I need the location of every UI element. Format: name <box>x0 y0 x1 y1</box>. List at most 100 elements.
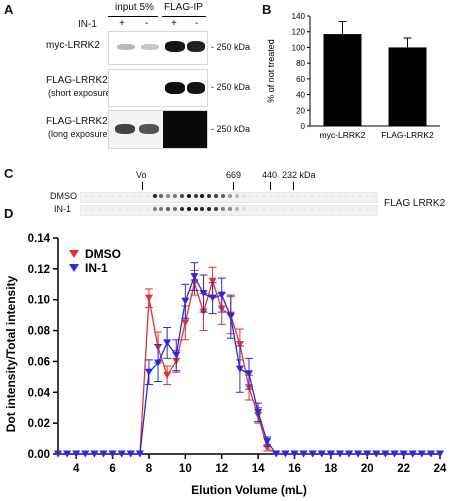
treat-sign-4: - <box>195 18 199 29</box>
blot-dot <box>268 207 273 211</box>
blot-dot <box>351 207 356 211</box>
data-point <box>108 450 117 458</box>
band <box>117 44 135 50</box>
x-tick-label: FLAG-LRRK2 <box>381 130 434 140</box>
blot-dot <box>275 207 280 211</box>
blot-dot <box>97 194 102 198</box>
y-tick-label: 0 <box>301 122 306 131</box>
blot-dot <box>358 207 362 211</box>
blot-dot <box>227 194 232 198</box>
data-point <box>172 351 181 359</box>
marker-tick <box>293 182 294 190</box>
x-tick-label: 24 <box>434 463 447 475</box>
data-point <box>99 450 108 458</box>
blot-dot <box>104 194 109 198</box>
data-point <box>235 365 244 373</box>
marker-440: 440 <box>262 170 278 180</box>
blot-dot <box>323 207 328 211</box>
blot-dot <box>84 207 88 211</box>
data-point <box>326 450 335 458</box>
x-tick-label: 16 <box>288 463 301 475</box>
blot-dot <box>371 207 376 211</box>
data-point <box>245 370 253 378</box>
blot-dot <box>337 207 342 211</box>
blot-dot <box>296 207 301 211</box>
blot-dot <box>214 207 219 211</box>
data-point <box>363 450 372 458</box>
blot-dot <box>104 207 109 211</box>
dot-blot-right-label: FLAG LRRK2 <box>384 198 446 209</box>
blot-row-3-sublabel: (long exposure) <box>48 129 111 139</box>
blot-dot <box>152 207 157 211</box>
blot-dot <box>323 194 328 198</box>
blot-image-1 <box>108 31 208 65</box>
blot-dot <box>221 207 225 211</box>
blot-dot <box>255 194 260 198</box>
band <box>115 124 135 134</box>
y-tick-label: 140 <box>292 12 306 21</box>
blot-dot <box>282 194 287 198</box>
blot-dot <box>111 207 116 211</box>
y-tick-label: 40 <box>296 91 305 100</box>
data-point <box>90 450 99 458</box>
blot-dot <box>241 207 246 211</box>
data-point <box>126 450 135 458</box>
data-point <box>181 319 190 327</box>
band <box>141 44 159 50</box>
blot-dot <box>97 207 102 211</box>
data-point <box>372 450 381 458</box>
band <box>187 41 205 52</box>
y-axis-label: % of not treated <box>266 39 276 103</box>
blot-dot <box>330 207 335 211</box>
blot-image-2 <box>108 69 208 107</box>
data-point <box>135 450 144 458</box>
data-point <box>163 371 172 379</box>
data-point <box>281 450 290 458</box>
blot-dot <box>207 207 212 211</box>
blot-dot <box>310 207 315 211</box>
y-tick-label: 20 <box>296 106 305 115</box>
data-point <box>199 290 208 298</box>
blot-dot <box>289 207 294 211</box>
y-tick-label: 0.14 <box>28 233 51 245</box>
blot-dot <box>262 207 267 211</box>
blot-dot <box>159 207 164 211</box>
legend-marker <box>69 250 79 258</box>
input-column-header: input 5% <box>115 2 154 13</box>
marker-669: 669 <box>226 170 242 180</box>
data-point <box>181 297 190 305</box>
x-tick-label: 12 <box>215 463 228 475</box>
blot-dot <box>289 194 294 198</box>
data-point <box>272 450 281 458</box>
panel-c-letter: C <box>4 166 14 181</box>
blot-row-3-label: FLAG-LRRK2 <box>46 116 108 127</box>
blot-dot <box>262 194 267 198</box>
data-point <box>263 438 272 446</box>
blot-dot <box>268 194 273 198</box>
blot-dot <box>186 194 191 198</box>
blot-dot <box>364 207 369 211</box>
blot-dot <box>316 194 321 198</box>
x-tick-label: 6 <box>109 463 115 475</box>
blot-dot <box>200 207 205 211</box>
treatment-label: IN-1 <box>78 19 97 30</box>
data-point <box>417 450 426 458</box>
blot-dot <box>90 194 95 198</box>
blot-dot <box>145 207 150 211</box>
panel-a-letter: A <box>4 2 14 17</box>
data-point <box>426 450 435 458</box>
x-tick-label: 18 <box>324 463 337 475</box>
blot-row-2-marker: - 250 kDa <box>211 82 251 92</box>
blot-dot <box>282 207 287 211</box>
elution-line-chart: 0.00 0.02 0.04 0.06 0.08 0.10 0.12 0.14 4 6 8 10 12 1… <box>4 233 447 497</box>
blot-dot <box>371 194 376 198</box>
treat-sign-2: - <box>145 18 149 29</box>
legend-label: IN-1 <box>85 261 108 275</box>
blot-dot <box>200 194 205 198</box>
x-tick-label: 10 <box>179 463 192 475</box>
blot-dot <box>364 194 369 198</box>
blot-dot <box>138 207 143 211</box>
blot-dot <box>344 207 349 211</box>
y-tick-label: 120 <box>292 28 306 37</box>
data-point <box>144 294 153 302</box>
